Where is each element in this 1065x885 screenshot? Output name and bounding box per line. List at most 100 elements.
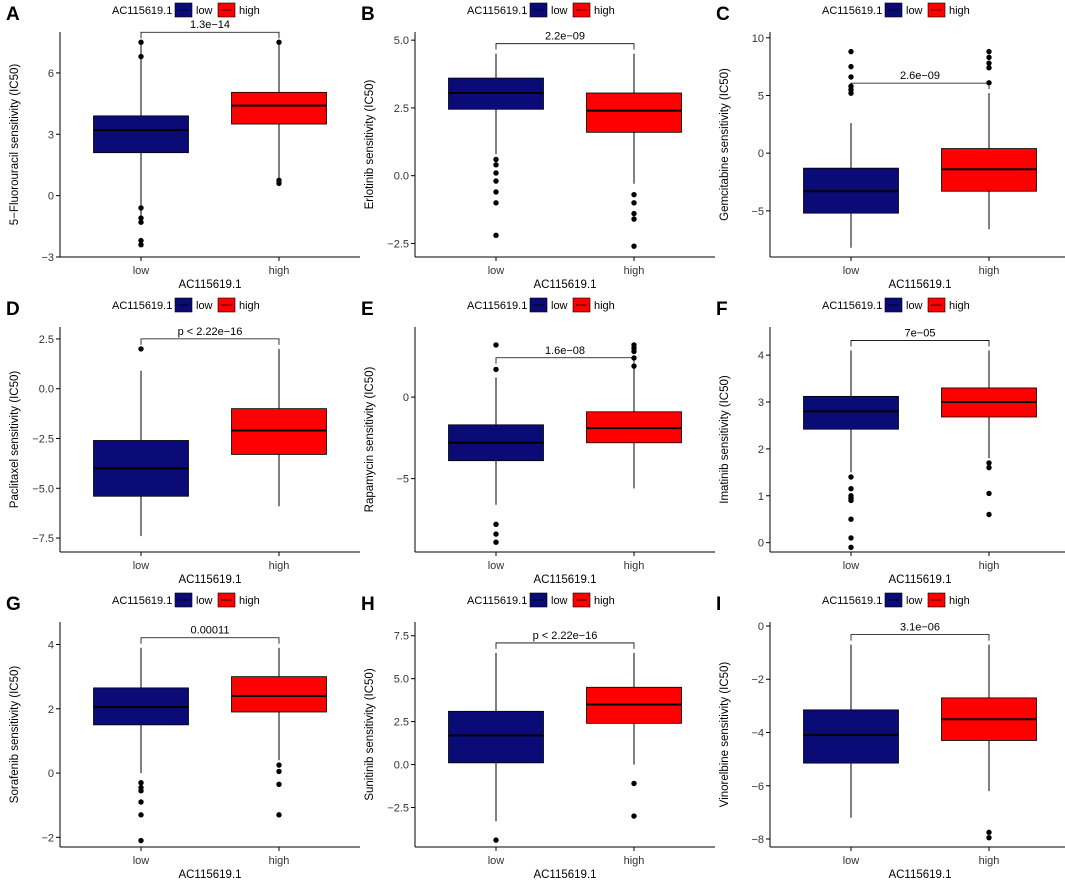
outlier-point [276,768,282,775]
outlier-point [848,486,854,492]
box-iqr [231,91,327,125]
y-axis-label: Vinorelbine sensitivity (IC50) [719,662,731,808]
panel-letter: H [361,594,375,615]
legend-title: AC115619.1 [112,5,172,17]
box-low [448,53,544,239]
panel-letter: C [716,4,730,25]
x-axis-label: AC115619.1 [178,869,241,881]
y-axis-label: Rapamycin sensitivity (IC50) [364,366,376,512]
significance-bracket [495,43,635,50]
y-axis-label: Gemcitabine sensitivity (IC50) [719,68,731,221]
outlier-point [138,237,144,244]
y-tick-label: 3 [48,129,54,141]
x-axis-label: AC115619.1 [888,574,951,586]
outlier-point [138,53,144,60]
y-tick-label: −2.5 [32,434,54,446]
outlier-point [631,200,637,206]
y-tick-label: 2 [48,704,54,716]
legend: AC115619.1 low high [467,2,615,18]
outlier-point [493,837,499,843]
outlier-point [493,170,499,176]
box-high [586,342,682,489]
y-tick-label: −3 [41,252,54,264]
box-low [803,48,899,248]
x-tick-label: high [624,560,645,572]
outlier-point [276,39,282,45]
outlier-point [986,829,992,836]
y-tick-label: 6 [48,68,54,80]
legend-label-low: low [551,300,568,312]
panel-h: H AC115619.1 low high −2.5 0.0 2.5 5.0 7.5 Suniti… [361,592,715,881]
panel-letter: G [6,594,21,615]
y-tick-label: 5.0 [394,674,409,686]
x-tick-label: high [979,855,1000,867]
y-tick-label: −8 [751,834,764,846]
p-value-label: p < 2.22e−16 [533,630,598,642]
legend-title: AC115619.1 [112,595,172,607]
significance-bracket [850,82,990,90]
outlier-point [138,242,144,248]
panel-d: D AC115619.1 low high −7.5 −5.0 −2.5 0.0 2.5 Pacl… [6,297,360,586]
outlier-point [493,521,499,527]
x-axis-label: AC115619.1 [178,574,241,586]
legend-title: AC115619.1 [467,5,527,17]
significance-bracket [140,31,280,39]
panel-c: C AC115619.1 low high −5 0 5 10 Gemcitabine sens… [716,2,1065,291]
outlier-point [493,539,499,545]
y-tick-label: 10 [752,33,764,45]
outlier-point [848,497,854,504]
legend-label-low: low [196,300,213,312]
outlier-point [138,219,144,225]
box-iqr [448,710,544,764]
outlier-point [138,837,144,844]
panel-b: B AC115619.1 low high −2.5 0.0 2.5 5.0 Erlotinib… [361,2,715,291]
y-tick-label: −6 [751,781,764,793]
x-tick-label: low [488,855,505,867]
legend-title: AC115619.1 [822,595,882,607]
significance-bracket [850,340,990,347]
legend-label-low: low [551,595,568,607]
y-tick-label: 5.0 [394,35,409,47]
box-iqr [93,115,189,154]
p-value-label: 2.2e−09 [545,31,585,43]
outlier-point [986,490,992,497]
outlier-point [138,788,144,794]
outlier-point [631,363,637,369]
y-tick-label: −5.0 [32,483,54,495]
box-low [93,647,189,844]
outlier-point [493,189,499,195]
outlier-point [276,781,282,788]
x-axis-label: AC115619.1 [888,279,951,291]
legend-title: AC115619.1 [112,300,172,312]
outlier-point [138,39,144,45]
legend-title: AC115619.1 [467,595,527,607]
y-tick-label: 5 [758,90,764,102]
y-tick-label: 0.0 [394,760,409,772]
panel-letter: D [6,299,20,320]
outlier-point [138,346,144,352]
significance-bracket [850,634,990,641]
y-tick-label: −2 [41,832,54,844]
panel-g: G AC115619.1 low high −2 0 2 4 Sorafenib sensiti… [6,592,360,881]
outlier-point [848,90,854,96]
y-tick-label: 2 [758,444,764,456]
outlier-point [138,205,144,211]
box-low [803,644,899,818]
y-tick-label: 0 [403,392,409,404]
legend-label-low: low [906,595,923,607]
panel-letter: A [6,4,20,25]
x-tick-label: high [624,855,645,867]
outlier-point [848,535,854,541]
panel-a: A AC115619.1 low high −3 0 3 6 5−Fluorouracil se… [6,2,360,291]
outlier-point [848,74,854,80]
outlier-point [631,780,637,787]
y-tick-label: 0 [48,191,54,203]
x-tick-label: high [979,560,1000,572]
y-axis-label: Erlotinib sensitivity (IC50) [364,79,376,209]
y-tick-label: −4 [751,728,764,740]
outlier-point [276,180,282,187]
significance-bracket [140,637,280,644]
legend: AC115619.1 low high [112,592,260,608]
legend-label-low: low [906,300,923,312]
